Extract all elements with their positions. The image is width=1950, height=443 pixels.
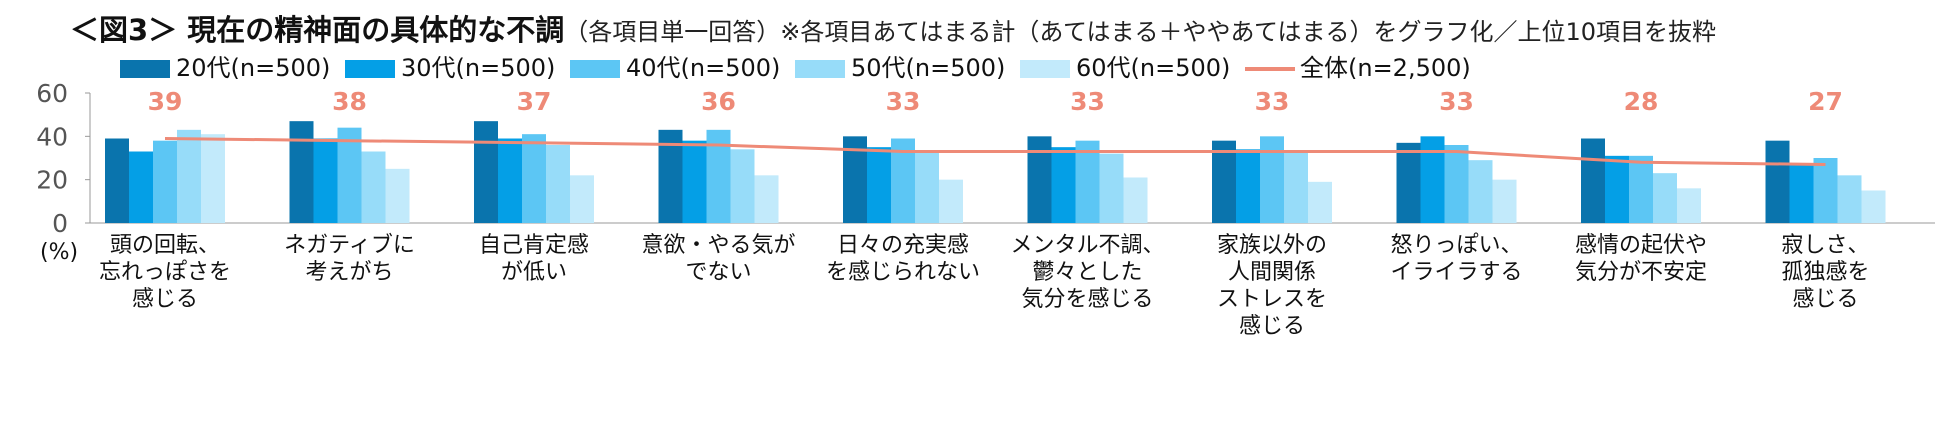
bar xyxy=(1861,190,1886,223)
bar xyxy=(1260,136,1284,223)
bar xyxy=(1099,153,1124,223)
overall-data-label: 33 xyxy=(1439,87,1474,116)
bars xyxy=(105,121,1886,223)
legend: 20代(n=500) 30代(n=500) 40代(n=500) 50代(n=500)… xyxy=(120,54,1471,82)
bar xyxy=(361,151,386,223)
legend-label-overall: 全体(n=2,500) xyxy=(1300,54,1471,82)
legend-swatch-3 xyxy=(570,60,620,78)
overall-data-label: 33 xyxy=(1255,87,1290,116)
bar xyxy=(1308,181,1332,223)
bar xyxy=(1605,155,1629,223)
bar xyxy=(867,147,891,223)
overall-data-label: 39 xyxy=(148,87,183,116)
bar xyxy=(385,168,410,223)
overall-data-label: 33 xyxy=(1070,87,1105,116)
bar xyxy=(474,121,498,223)
overall-data-label: 37 xyxy=(517,87,552,116)
legend-label-3: 40代(n=500) xyxy=(626,54,780,82)
bar xyxy=(129,151,153,223)
bar xyxy=(105,138,129,223)
bar xyxy=(939,179,963,223)
bar xyxy=(915,151,939,223)
x-category-label: メンタル不調、鬱々とした気分を感じる xyxy=(1010,233,1164,312)
legend-label-2: 30代(n=500) xyxy=(401,54,555,82)
x-category-label: 意欲・やる気がでない xyxy=(641,233,795,285)
overall-data-label: 38 xyxy=(332,87,367,116)
bar xyxy=(522,134,546,223)
bar xyxy=(337,127,362,223)
bar xyxy=(682,140,707,223)
x-category-label: 日々の充実感を感じられない xyxy=(826,233,980,285)
bar xyxy=(1420,136,1445,223)
x-category-label: 頭の回転、忘れっぽさを感じる xyxy=(99,233,231,312)
y-tick-label: 0 xyxy=(52,209,68,238)
bar xyxy=(201,134,225,223)
bar xyxy=(1765,140,1790,223)
x-category-label: 家族以外の人間関係ストレスを感じる xyxy=(1217,233,1327,339)
legend-label-4: 50代(n=500) xyxy=(851,54,1005,82)
overall-data-label: 33 xyxy=(886,87,921,116)
bar xyxy=(1653,173,1677,223)
bar xyxy=(1629,155,1653,223)
x-axis-labels: 頭の回転、忘れっぽさを感じる ネガティブに考えがち 自己肯定感が低い意欲・やる気がで… xyxy=(99,233,1870,339)
overall-line: 39 38 37 36 33 33 33 33 28 27 xyxy=(148,87,1843,166)
bar xyxy=(546,145,570,223)
legend-swatch-1 xyxy=(120,60,170,78)
bar xyxy=(1027,136,1052,223)
legend-swatch-4 xyxy=(795,60,845,78)
x-category-label: 自己肯定感が低い xyxy=(479,233,589,285)
overall-data-label: 28 xyxy=(1624,87,1659,116)
bar xyxy=(1837,175,1862,223)
legend-label-1: 20代(n=500) xyxy=(176,54,330,82)
chart-title-main: ＜図3＞ 現在の精神面の具体的な不調 xyxy=(70,13,565,47)
bar xyxy=(1236,149,1260,223)
bar xyxy=(289,121,314,223)
y-axis-unit: (%) xyxy=(40,240,78,265)
bar xyxy=(1212,140,1236,223)
bar xyxy=(730,149,755,223)
overall-data-label: 27 xyxy=(1808,87,1843,116)
x-category-label: 感情の起伏や気分が不安定 xyxy=(1575,233,1707,285)
bar xyxy=(313,138,338,223)
bar xyxy=(754,175,779,223)
bar xyxy=(1444,145,1469,223)
bar xyxy=(1396,142,1421,223)
chart-title-note: （各項目単一回答）※各項目あてはまる計（あてはまる＋ややあてはまる）をグラフ化／… xyxy=(564,18,1717,46)
x-category-label: 怒りっぽい、イライラする xyxy=(1390,233,1522,285)
bar xyxy=(177,129,201,223)
overall-data-label: 36 xyxy=(701,87,736,116)
legend-swatch-5 xyxy=(1020,60,1070,78)
bar xyxy=(1468,160,1493,223)
bar xyxy=(1813,158,1838,223)
x-category-label: 寂しさ、孤独感を感じる xyxy=(1781,233,1869,312)
overall-line-path xyxy=(164,137,1826,166)
bar xyxy=(570,175,594,223)
bar xyxy=(1581,138,1605,223)
legend-swatch-2 xyxy=(345,60,395,78)
bar xyxy=(1075,140,1100,223)
bar xyxy=(1492,179,1517,223)
y-tick-label: 20 xyxy=(36,166,68,195)
y-tick-label: 60 xyxy=(36,79,68,108)
y-axis: 0 20 40 60 (%) xyxy=(36,79,1935,265)
bar xyxy=(498,138,522,223)
bar xyxy=(1051,147,1076,223)
bar xyxy=(1789,164,1814,223)
bar xyxy=(1284,151,1308,223)
bar xyxy=(153,140,177,223)
chart-title: ＜図3＞ 現在の精神面の具体的な不調（各項目単一回答）※各項目あてはまる計（あて… xyxy=(70,8,1716,52)
x-category-label: ネガティブに考えがち xyxy=(284,233,415,285)
bar xyxy=(1123,177,1148,223)
bar xyxy=(1677,188,1701,223)
y-tick-label: 40 xyxy=(36,122,68,151)
legend-label-5: 60代(n=500) xyxy=(1076,54,1230,82)
